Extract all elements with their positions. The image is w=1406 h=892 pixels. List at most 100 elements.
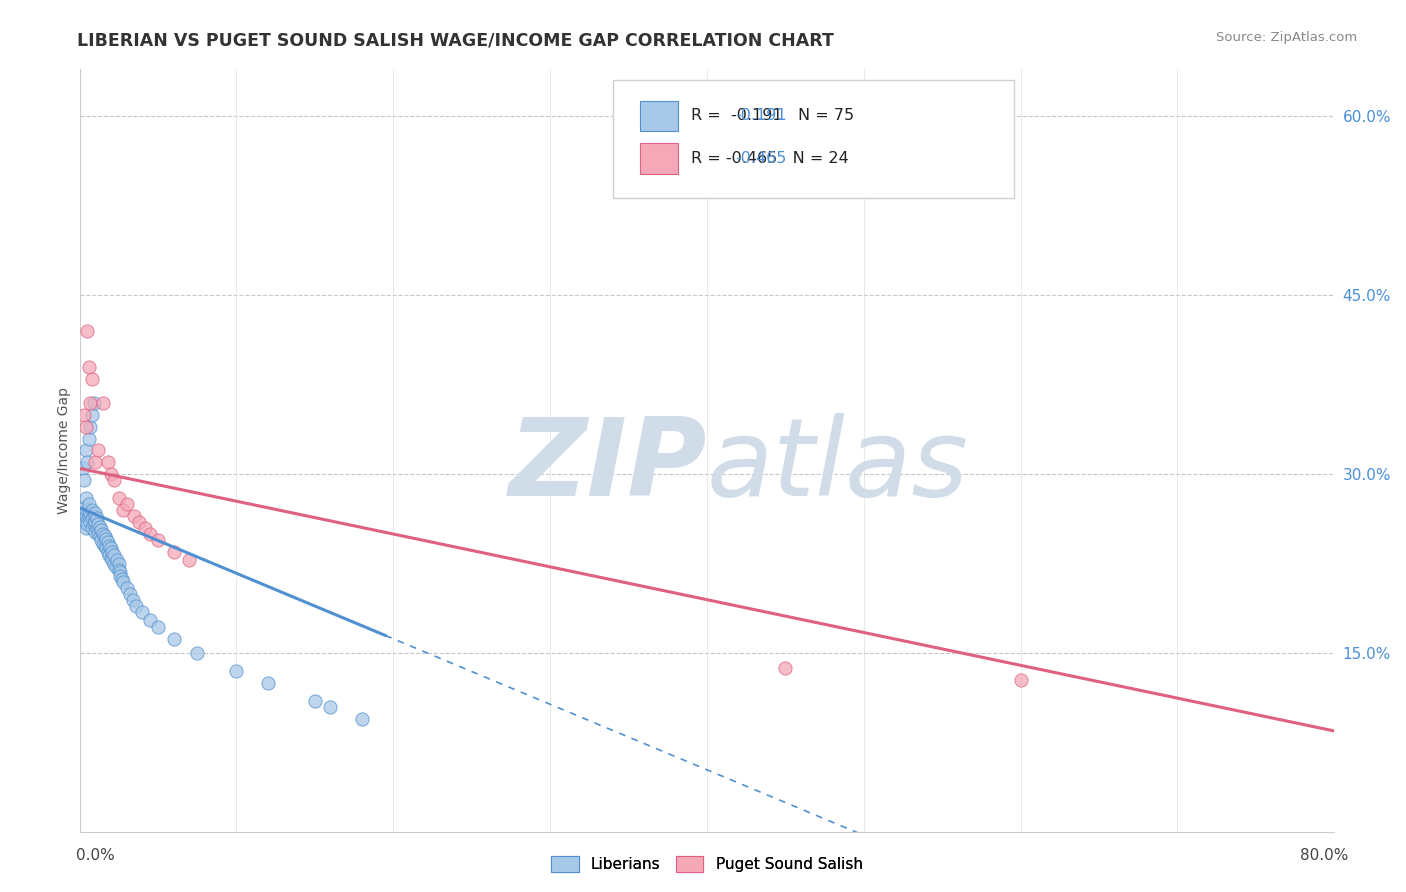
Text: -0.191: -0.191 <box>735 109 787 123</box>
Point <box>104 560 127 574</box>
Point <box>76 324 98 338</box>
Point <box>80 372 103 386</box>
Point <box>77 359 100 374</box>
Point <box>162 632 184 646</box>
Point <box>146 620 169 634</box>
Point <box>83 509 105 524</box>
Point <box>73 500 96 515</box>
Y-axis label: Wage/Income Gap: Wage/Income Gap <box>58 387 72 514</box>
Point <box>134 521 156 535</box>
Point <box>75 419 97 434</box>
Text: R = -0.465   N = 24: R = -0.465 N = 24 <box>690 151 848 166</box>
Point <box>90 533 112 547</box>
Point <box>97 535 120 549</box>
Point <box>118 587 141 601</box>
Text: ZIP: ZIP <box>509 413 707 519</box>
Point <box>162 545 184 559</box>
Point <box>105 553 128 567</box>
Point <box>73 408 96 422</box>
Point <box>86 511 108 525</box>
Point <box>76 503 98 517</box>
Point <box>77 497 100 511</box>
Point <box>80 521 103 535</box>
Point <box>84 524 107 539</box>
Point <box>93 529 115 543</box>
Point <box>107 557 129 571</box>
Point <box>80 408 103 422</box>
Point <box>77 509 100 524</box>
Point <box>91 527 114 541</box>
Text: R =  -0.191   N = 75: R = -0.191 N = 75 <box>690 109 853 123</box>
Point <box>79 419 101 434</box>
Point <box>96 532 118 546</box>
Legend: Liberians, Puget Sound Salish: Liberians, Puget Sound Salish <box>546 850 869 879</box>
Point <box>90 524 112 538</box>
Point <box>1010 673 1032 687</box>
Point <box>101 553 124 567</box>
Point <box>75 509 97 524</box>
Text: -0.465: -0.465 <box>735 151 787 166</box>
Point <box>86 521 108 535</box>
Point <box>100 541 122 556</box>
Point <box>115 497 138 511</box>
Point <box>107 563 129 577</box>
Point <box>111 573 134 587</box>
Point <box>124 509 146 524</box>
Point <box>91 536 114 550</box>
FancyBboxPatch shape <box>640 144 678 174</box>
Point <box>83 395 105 409</box>
Point <box>93 539 115 553</box>
Point <box>179 553 201 567</box>
Point <box>87 527 110 541</box>
Point <box>75 443 97 458</box>
Point <box>115 581 138 595</box>
Text: 80.0%: 80.0% <box>1301 848 1348 863</box>
Point <box>91 395 114 409</box>
Point <box>100 550 122 565</box>
Point <box>304 694 326 708</box>
Point <box>139 527 162 541</box>
Point <box>72 461 94 475</box>
Point <box>139 613 162 627</box>
Point <box>775 661 797 675</box>
Point <box>256 676 278 690</box>
Point <box>73 473 96 487</box>
Point <box>75 521 97 535</box>
FancyBboxPatch shape <box>640 101 678 131</box>
Point <box>80 511 103 525</box>
Point <box>121 592 143 607</box>
Point <box>98 549 121 563</box>
Point <box>125 599 148 613</box>
Point <box>96 541 118 556</box>
Point <box>87 517 110 532</box>
Point <box>225 665 247 679</box>
Point <box>72 506 94 520</box>
Point <box>128 515 150 529</box>
Point <box>103 473 125 487</box>
Point <box>76 455 98 469</box>
Point <box>75 491 97 506</box>
Point <box>79 395 101 409</box>
Point <box>84 506 107 520</box>
Text: atlas: atlas <box>707 413 969 518</box>
Point <box>89 520 111 534</box>
Point <box>107 491 129 506</box>
Point <box>80 503 103 517</box>
Point <box>103 549 125 563</box>
Point <box>97 455 120 469</box>
FancyBboxPatch shape <box>613 80 1014 198</box>
Point <box>77 432 100 446</box>
Point <box>319 700 342 714</box>
Point <box>89 529 111 543</box>
Point <box>112 574 135 589</box>
Text: LIBERIAN VS PUGET SOUND SALISH WAGE/INCOME GAP CORRELATION CHART: LIBERIAN VS PUGET SOUND SALISH WAGE/INCO… <box>77 31 834 49</box>
Point <box>101 545 124 559</box>
Point <box>100 467 122 482</box>
Point <box>186 646 208 660</box>
Text: Source: ZipAtlas.com: Source: ZipAtlas.com <box>1216 31 1357 45</box>
Point <box>110 565 132 579</box>
Point <box>73 515 96 529</box>
Point <box>97 545 120 559</box>
Point <box>83 517 105 532</box>
Point <box>79 506 101 520</box>
